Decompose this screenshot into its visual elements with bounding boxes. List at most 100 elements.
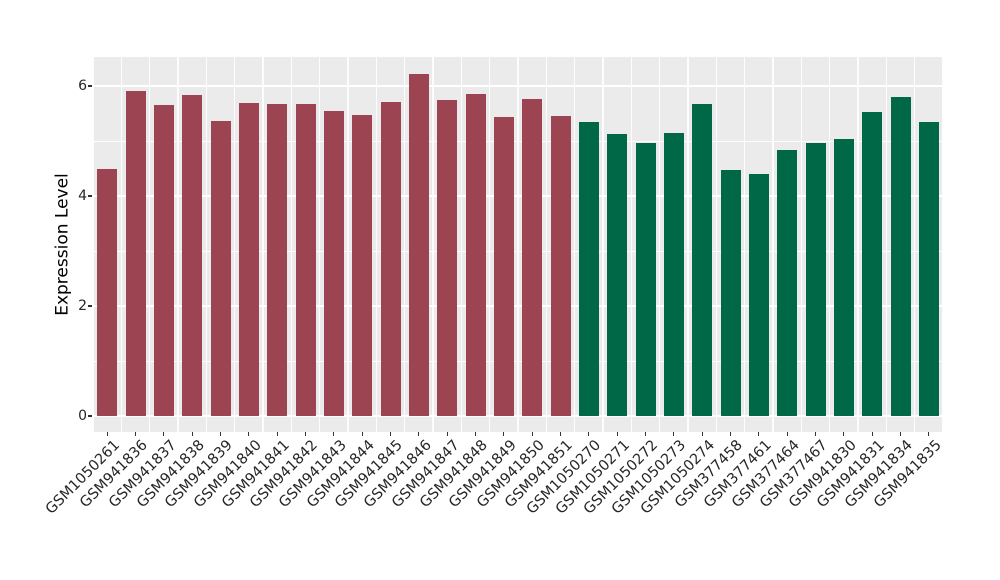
bar-GSM941831 (862, 111, 883, 416)
gridline-x-11 (404, 57, 406, 432)
x-tick-mark-GSM941844 (361, 432, 363, 436)
gridline-x-0 (93, 57, 94, 432)
gridline-x-26 (829, 57, 831, 432)
x-tick-mark-GSM941841 (276, 432, 278, 436)
y-tick-label-0: 0 (78, 408, 87, 424)
bar-GSM377464 (777, 149, 798, 416)
bar-GSM941846 (408, 73, 429, 416)
bar-GSM1050271 (607, 133, 628, 416)
x-tick-mark-GSM941830 (843, 432, 845, 436)
y-tick-mark-6 (88, 85, 92, 87)
gridline-x-28 (885, 57, 887, 432)
y-tick-label-6: 6 (78, 78, 87, 94)
x-tick-mark-GSM1050271 (616, 432, 618, 436)
gridline-x-24 (772, 57, 774, 432)
x-tick-mark-GSM941842 (304, 432, 307, 436)
x-tick-mark-GSM941845 (389, 432, 392, 436)
gridline-x-27 (857, 57, 859, 432)
x-tick-mark-GSM1050273 (673, 432, 675, 436)
gridline-x-30 (942, 57, 943, 432)
bar-GSM377467 (805, 142, 826, 416)
gridline-x-8 (319, 57, 321, 432)
gridline-x-17 (574, 57, 576, 432)
gridline-x-1 (120, 57, 122, 432)
gridline-x-19 (630, 57, 632, 432)
bar-GSM941848 (465, 94, 486, 416)
bar-GSM941839 (210, 120, 231, 416)
x-tick-mark-GSM941843 (333, 432, 335, 436)
x-tick-mark-GSM941840 (248, 432, 250, 436)
gridline-x-4 (205, 57, 207, 432)
gridline-x-13 (460, 57, 462, 432)
x-tick-mark-GSM941838 (191, 432, 193, 436)
x-tick-mark-GSM941850 (531, 432, 533, 436)
x-tick-mark-GSM377461 (758, 432, 760, 436)
bar-GSM941849 (493, 116, 514, 416)
x-tick-mark-GSM1050272 (644, 432, 647, 436)
gridline-x-18 (602, 57, 604, 432)
y-tick-label-4: 4 (78, 188, 87, 204)
x-tick-mark-GSM941851 (559, 432, 562, 436)
bar-GSM377458 (720, 170, 741, 416)
bar-GSM941840 (238, 103, 259, 416)
bar-GSM941851 (550, 116, 571, 416)
bar-GSM941830 (833, 138, 854, 416)
y-axis-title: Expression Level (52, 173, 73, 316)
gridline-x-15 (517, 57, 519, 432)
bar-GSM1050270 (578, 121, 599, 416)
gridline-x-3 (177, 57, 179, 432)
gridline-x-22 (715, 57, 717, 432)
gridline-x-16 (545, 57, 547, 432)
bar-GSM1050272 (635, 143, 656, 416)
x-tick-mark-GSM1050270 (588, 432, 590, 436)
gridline-x-10 (375, 57, 377, 432)
x-tick-mark-GSM941836 (134, 432, 137, 436)
bar-GSM377461 (748, 174, 769, 416)
x-tick-mark-GSM941848 (474, 432, 477, 436)
bar-GSM941843 (323, 110, 344, 416)
gridline-x-25 (800, 57, 802, 432)
y-tick-mark-0 (88, 415, 92, 417)
gridline-x-20 (659, 57, 661, 432)
x-tick-mark-GSM941846 (418, 432, 420, 436)
gridline-x-29 (914, 57, 916, 432)
bar-GSM941845 (380, 101, 401, 416)
x-tick-mark-GSM941847 (446, 432, 448, 436)
bar-GSM941834 (890, 97, 911, 416)
x-tick-mark-GSM1050261 (106, 432, 108, 436)
x-tick-mark-GSM941849 (503, 432, 505, 436)
gridline-x-23 (744, 57, 746, 432)
x-tick-mark-GSM941835 (928, 432, 930, 436)
bar-GSM941835 (918, 121, 939, 416)
gridline-x-12 (432, 57, 434, 432)
bar-GSM941841 (267, 104, 288, 416)
y-tick-mark-4 (88, 195, 92, 197)
bar-GSM941847 (437, 99, 458, 416)
y-tick-mark-2 (88, 305, 92, 307)
bar-GSM941837 (153, 105, 174, 416)
bar-GSM941836 (125, 90, 146, 416)
x-tick-mark-GSM377464 (786, 432, 788, 436)
x-tick-mark-GSM941837 (163, 432, 165, 436)
x-tick-mark-GSM377458 (729, 432, 732, 436)
bar-GSM941838 (182, 95, 203, 416)
bar-GSM1050261 (97, 168, 118, 416)
gridline-x-6 (262, 57, 264, 432)
bar-GSM941842 (295, 104, 316, 416)
x-tick-mark-GSM377467 (814, 432, 817, 436)
gridline-x-14 (489, 57, 491, 432)
bar-GSM941850 (522, 98, 543, 416)
gridline-x-5 (234, 57, 236, 432)
gridline-x-9 (347, 57, 349, 432)
x-tick-mark-GSM941839 (219, 432, 222, 436)
gridline-x-7 (290, 57, 292, 432)
y-tick-label-2: 2 (78, 298, 87, 314)
x-tick-mark-GSM941834 (899, 432, 902, 436)
bar-GSM941844 (352, 115, 373, 416)
bar-GSM1050274 (692, 104, 713, 416)
plot-area (93, 57, 943, 432)
x-tick-mark-GSM941831 (871, 432, 873, 436)
bar-GSM1050273 (663, 133, 684, 416)
gridline-x-2 (149, 57, 151, 432)
